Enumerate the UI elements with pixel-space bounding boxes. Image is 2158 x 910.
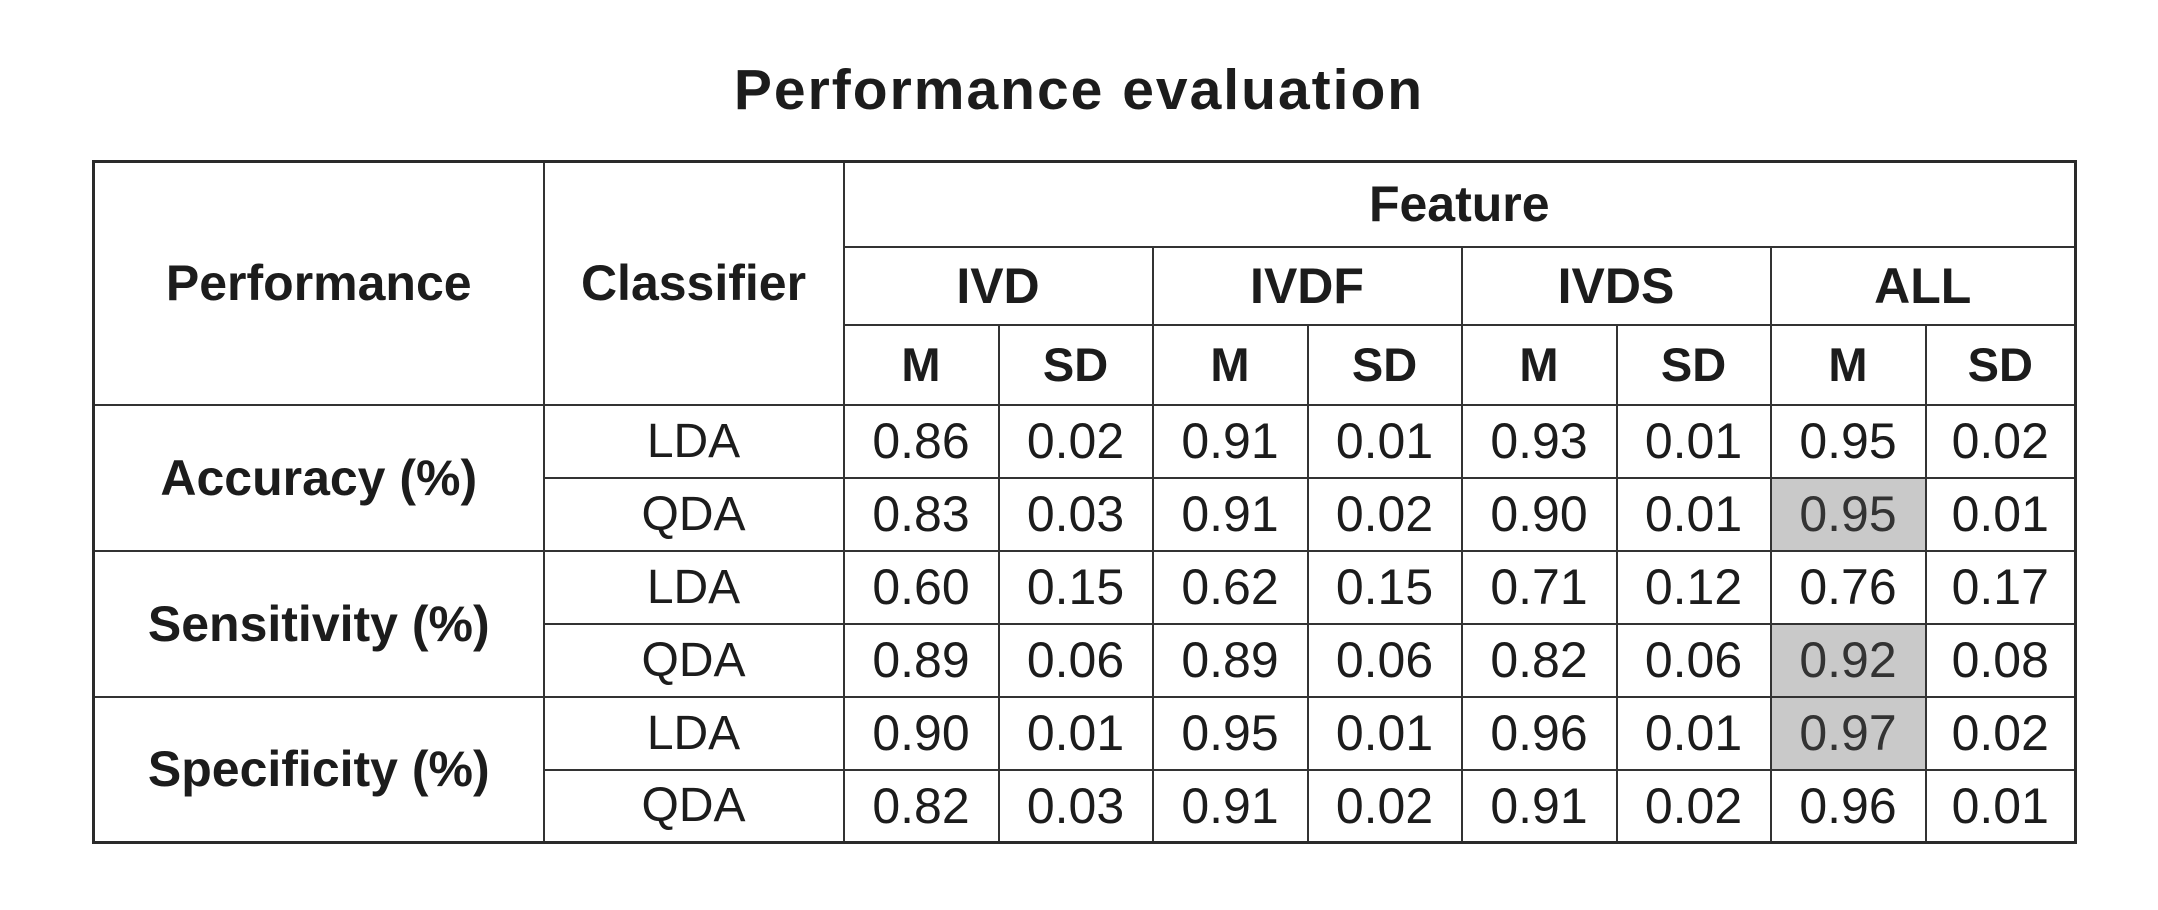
classifier-cell: QDA: [544, 624, 844, 697]
table-row: Sensitivity (%) LDA 0.60 0.15 0.62 0.15 …: [94, 551, 2076, 624]
value-cell: 0.76: [1771, 551, 1926, 624]
value-cell: 0.02: [1617, 770, 1771, 843]
value-cell: 0.15: [999, 551, 1153, 624]
value-cell: 0.17: [1926, 551, 2076, 624]
classifier-cell: LDA: [544, 551, 844, 624]
value-cell: 0.62: [1153, 551, 1308, 624]
value-cell: 0.91: [1153, 770, 1308, 843]
value-cell: 0.01: [1617, 478, 1771, 551]
value-cell: 0.01: [1617, 405, 1771, 478]
header-m: M: [844, 325, 999, 405]
value-cell: 0.83: [844, 478, 999, 551]
performance-table: Performance Classifier Feature IVD IVDF …: [92, 160, 2077, 844]
value-cell: 0.89: [1153, 624, 1308, 697]
metric-label: Sensitivity (%): [94, 551, 544, 697]
value-cell: 0.93: [1462, 405, 1617, 478]
header-feature-ivds: IVDS: [1462, 247, 1771, 325]
header-feature-all: ALL: [1771, 247, 2076, 325]
value-cell: 0.01: [1308, 405, 1462, 478]
value-cell: 0.92: [1771, 624, 1926, 697]
header-sd: SD: [999, 325, 1153, 405]
header-m: M: [1462, 325, 1617, 405]
value-cell: 0.91: [1153, 405, 1308, 478]
table-body: Accuracy (%) LDA 0.86 0.02 0.91 0.01 0.9…: [94, 405, 2076, 843]
classifier-cell: LDA: [544, 697, 844, 770]
value-cell: 0.82: [1462, 624, 1617, 697]
value-cell: 0.90: [1462, 478, 1617, 551]
value-cell: 0.01: [999, 697, 1153, 770]
value-cell: 0.96: [1462, 697, 1617, 770]
value-cell: 0.08: [1926, 624, 2076, 697]
value-cell: 0.03: [999, 770, 1153, 843]
table-row: Accuracy (%) LDA 0.86 0.02 0.91 0.01 0.9…: [94, 405, 2076, 478]
value-cell: 0.02: [999, 405, 1153, 478]
value-cell: 0.15: [1308, 551, 1462, 624]
header-sd: SD: [1308, 325, 1462, 405]
value-cell: 0.01: [1926, 478, 2076, 551]
value-cell: 0.89: [844, 624, 999, 697]
value-cell: 0.06: [1308, 624, 1462, 697]
value-cell: 0.97: [1771, 697, 1926, 770]
value-cell: 0.91: [1153, 478, 1308, 551]
classifier-cell: QDA: [544, 770, 844, 843]
value-cell: 0.01: [1926, 770, 2076, 843]
value-cell: 0.03: [999, 478, 1153, 551]
value-cell: 0.02: [1926, 697, 2076, 770]
value-cell: 0.01: [1308, 697, 1462, 770]
header-m: M: [1153, 325, 1308, 405]
header-feature: Feature: [844, 162, 2076, 247]
value-cell: 0.91: [1462, 770, 1617, 843]
value-cell: 0.95: [1771, 478, 1926, 551]
header-m: M: [1771, 325, 1926, 405]
header-classifier: Classifier: [544, 162, 844, 405]
metric-label: Specificity (%): [94, 697, 544, 843]
value-cell: 0.82: [844, 770, 999, 843]
metric-label: Accuracy (%): [94, 405, 544, 551]
value-cell: 0.60: [844, 551, 999, 624]
header-feature-ivd: IVD: [844, 247, 1153, 325]
value-cell: 0.01: [1617, 697, 1771, 770]
header-performance: Performance: [94, 162, 544, 405]
page-title: Performance evaluation: [0, 50, 2158, 130]
value-cell: 0.02: [1926, 405, 2076, 478]
value-cell: 0.12: [1617, 551, 1771, 624]
value-cell: 0.02: [1308, 770, 1462, 843]
value-cell: 0.95: [1771, 405, 1926, 478]
value-cell: 0.02: [1308, 478, 1462, 551]
header-sd: SD: [1617, 325, 1771, 405]
header-feature-ivdf: IVDF: [1153, 247, 1462, 325]
value-cell: 0.86: [844, 405, 999, 478]
value-cell: 0.71: [1462, 551, 1617, 624]
value-cell: 0.90: [844, 697, 999, 770]
value-cell: 0.96: [1771, 770, 1926, 843]
table-row: Specificity (%) LDA 0.90 0.01 0.95 0.01 …: [94, 697, 2076, 770]
value-cell: 0.95: [1153, 697, 1308, 770]
classifier-cell: QDA: [544, 478, 844, 551]
value-cell: 0.06: [1617, 624, 1771, 697]
value-cell: 0.06: [999, 624, 1153, 697]
header-sd: SD: [1926, 325, 2076, 405]
classifier-cell: LDA: [544, 405, 844, 478]
